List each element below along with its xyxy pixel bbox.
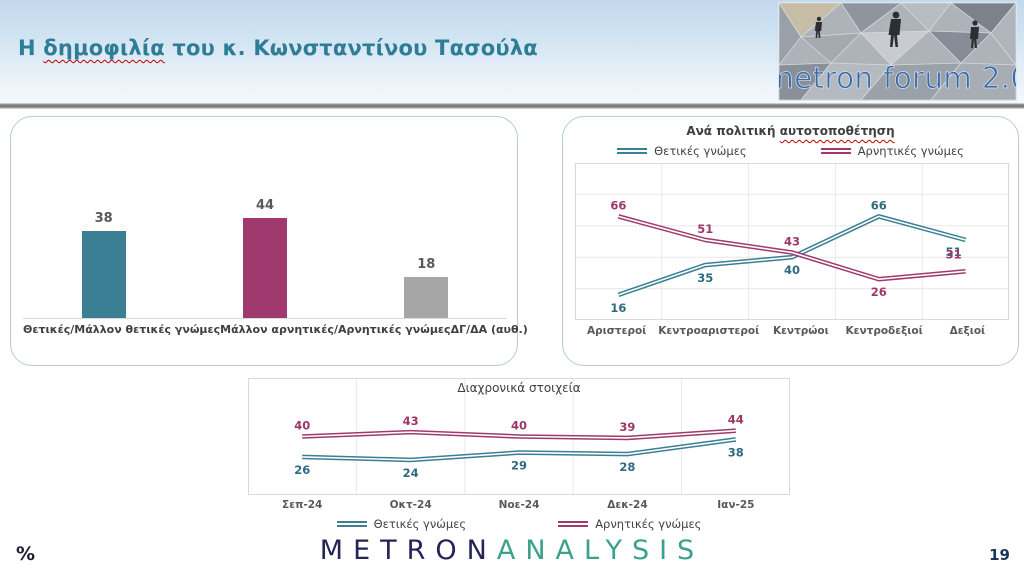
bar-category-label: ΔΓ/ΔΑ (αυθ.): [450, 323, 528, 336]
x-axis-label: Οκτ-24: [389, 499, 432, 511]
data-label: 40: [784, 263, 800, 277]
data-label: 16: [610, 301, 626, 315]
x-axis-label: Αριστεροί: [586, 325, 647, 337]
data-label: 66: [871, 198, 887, 212]
political-chart-title-underlined: αυτοτοποθέτηση: [779, 124, 895, 138]
bar: [242, 217, 287, 318]
bar-category-label: Θετικές/Μάλλον θετικές γνώμες: [23, 323, 221, 336]
pedestrian-silhouettes: [814, 11, 979, 48]
legend-item-negative: Αρνητικές γνώμες: [820, 144, 964, 158]
data-label: 31: [946, 247, 962, 261]
data-label: 40: [294, 419, 310, 433]
data-label: 38: [728, 445, 744, 459]
series-line-inner: [618, 215, 966, 280]
data-label: 29: [511, 459, 527, 473]
bar-category-label: Μάλλον αρνητικές/Αρνητικές γνώμες: [220, 323, 451, 336]
legend-item-negative: Αρνητικές γνώμες: [558, 517, 701, 531]
header-separator: [0, 103, 1024, 109]
data-label: 51: [697, 222, 713, 236]
x-axis-label: Σεπ-24: [282, 499, 323, 511]
x-axis-label: Κεντρώοι: [772, 325, 829, 337]
data-label: 66: [610, 198, 626, 212]
x-axis-label: Ιαν-25: [717, 499, 755, 511]
x-axis-label: Δεκ-24: [607, 499, 648, 511]
x-axis-label: Νοε-24: [498, 499, 540, 511]
positive-line-swatch-icon: [336, 521, 367, 527]
data-label: 26: [871, 285, 887, 299]
time-series-legend: Θετικές γνώμες Αρνητικές γνώμες: [248, 517, 790, 531]
legend-label-negative: Αρνητικές γνώμες: [857, 144, 964, 158]
data-label: 39: [619, 420, 635, 434]
positive-line-swatch-icon: [617, 148, 648, 154]
bar-value-label: 44: [255, 197, 275, 213]
political-chart-legend: Θετικές γνώμες Αρνητικές γνώμες: [563, 144, 1018, 158]
data-label: 26: [294, 463, 310, 477]
overall-opinions-panel: 38 44 18 Θετικές/Μάλλον θετικές γνώμες Μάλλ…: [10, 116, 528, 366]
header: Η δημοφιλία του κ. Κωνσταντίνου Τασούλα: [0, 0, 1024, 103]
brand-metron: METRON: [319, 535, 497, 566]
metron-forum-logo-image: metron forum 2.0: [765, 1, 1024, 101]
political-chart-x-labels: Αριστεροί Κεντροαριστεροί Κεντρώοι Κεντροδε…: [575, 325, 1009, 337]
legend-label-positive: Θετικές γνώμες: [654, 144, 747, 158]
data-label: 51: [946, 245, 962, 259]
data-label: 44: [728, 413, 744, 427]
series-line-inner: [618, 215, 966, 296]
metron-forum-logo-text: metron forum 2.0: [779, 61, 1016, 95]
percent-symbol: %: [16, 543, 36, 565]
bar-column: 18: [346, 147, 507, 318]
overall-bar-chart-categories: Θετικές/Μάλλον θετικές γνώμες Μάλλον αρνη…: [23, 323, 528, 336]
data-label: 28: [619, 460, 635, 474]
legend-item-positive: Θετικές γνώμες: [617, 144, 747, 158]
bar-value-label: 38: [94, 211, 113, 227]
bar: [81, 231, 126, 318]
legend-item-positive: Θετικές γνώμες: [336, 517, 467, 531]
bar-column: 44: [184, 147, 345, 318]
political-chart-title-prefix: Ανά πολιτική: [686, 124, 780, 138]
x-axis-label: Δεξιοί: [949, 325, 986, 337]
series-line: [302, 437, 737, 463]
brand-analysis: ANALYSIS: [496, 535, 705, 566]
page-title-rest: του κ. Κωνσταντίνου Τασούλα: [164, 36, 538, 60]
data-label: 35: [697, 271, 713, 285]
time-series-section: 26 24 29 28 38 40 43 40 39 44 Διαχρονικά στοιχεία…: [248, 372, 790, 542]
page-title: Η δημοφιλία του κ. Κωνσταντίνου Τασούλα: [18, 36, 538, 60]
series-line-inner: [302, 429, 736, 439]
data-label: 24: [403, 466, 419, 480]
negative-line-swatch-icon: [558, 521, 589, 527]
overall-bar-chart: 38 44 18: [23, 147, 507, 319]
page-title-prefix: Η: [18, 36, 44, 60]
series-line-inner: [302, 438, 736, 461]
page-number: 19: [989, 546, 1010, 564]
political-position-panel: Ανά πολιτική αυτοτοποθέτηση Θετικές γνώμ…: [562, 116, 1019, 366]
metron-forum-logo: metron forum 2.0: [765, 1, 1024, 101]
time-series-title: Διαχρονικά στοιχεία: [457, 381, 581, 395]
bar: [404, 276, 449, 318]
time-series-x-labels: Σεπ-24 Οκτ-24 Νοε-24 Δεκ-24 Ιαν-25: [248, 499, 790, 511]
political-line-chart: 16 35 40 66 51 66 51 43 26 31: [575, 163, 1009, 320]
data-label: 43: [784, 234, 800, 248]
x-axis-label: Κεντροαριστεροί: [658, 325, 760, 337]
time-series-line-chart: 26 24 29 28 38 40 43 40 39 44: [248, 378, 790, 495]
data-label: 40: [511, 419, 527, 433]
bar-column: 38: [23, 147, 184, 318]
plot-border: [575, 163, 1009, 320]
legend-label-negative: Αρνητικές γνώμες: [595, 517, 702, 531]
plot-border: [248, 378, 790, 495]
metron-analysis-logo: METRON ANALYSIS: [0, 535, 1024, 566]
negative-line-swatch-icon: [820, 148, 851, 154]
legend-label-positive: Θετικές γνώμες: [373, 517, 467, 531]
data-label: 43: [403, 414, 419, 428]
page-title-underlined: δημοφιλία: [43, 36, 165, 60]
bar-value-label: 18: [417, 256, 436, 272]
political-chart-title: Ανά πολιτική αυτοτοποθέτηση: [563, 124, 1018, 138]
x-axis-label: Κεντροδεξιοί: [845, 325, 923, 337]
